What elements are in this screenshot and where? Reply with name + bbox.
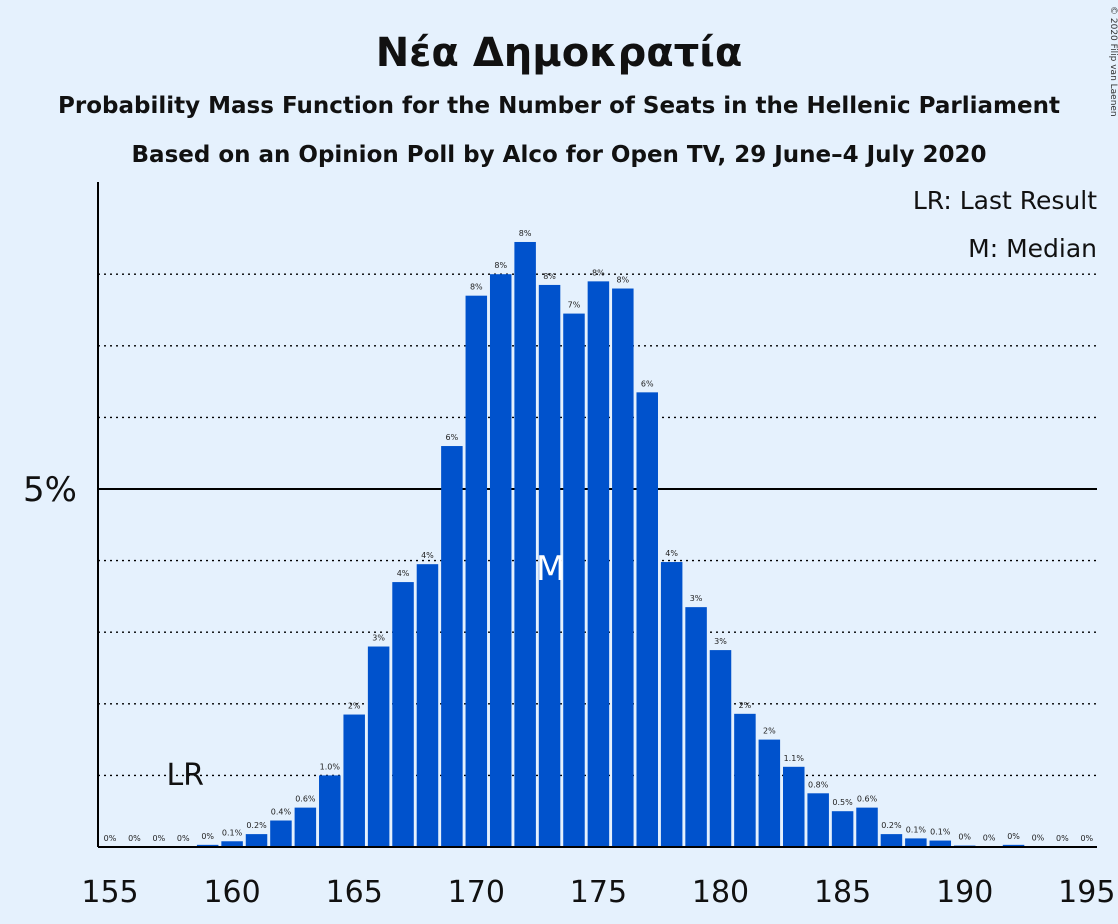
bar-166 bbox=[367, 646, 390, 847]
bar-168 bbox=[416, 564, 439, 847]
x-axis-ticks: 155 160 165 170 175 180 185 190 195 bbox=[81, 875, 1115, 910]
chart-title: Νέα Δημοκρατία bbox=[376, 30, 743, 76]
chart-subtitle: Probability Mass Function for the Number… bbox=[58, 93, 1060, 119]
bar-164 bbox=[319, 775, 341, 847]
copyright-note: © 2020 Filip van Laenen bbox=[1108, 6, 1118, 117]
data-label-168: 4% bbox=[421, 551, 434, 560]
x-tick-label-180: 180 bbox=[692, 875, 749, 910]
data-label-158: 0% bbox=[177, 834, 190, 843]
data-label-162: 0.4% bbox=[271, 808, 292, 817]
bar-series bbox=[196, 241, 1049, 848]
data-label-183: 1.1% bbox=[784, 754, 805, 763]
x-tick-label-195: 195 bbox=[1058, 875, 1115, 910]
data-label-169: 6% bbox=[446, 433, 459, 442]
data-label-160: 0.1% bbox=[222, 828, 243, 837]
data-label-186: 0.6% bbox=[857, 795, 878, 804]
y-tick-label: 5% bbox=[23, 470, 77, 510]
bar-160 bbox=[221, 841, 243, 847]
data-label-176: 8% bbox=[616, 276, 629, 285]
x-tick-label-170: 170 bbox=[448, 875, 505, 910]
data-label-178: 4% bbox=[665, 549, 678, 558]
data-label-188: 0.1% bbox=[906, 825, 927, 834]
bar-159 bbox=[196, 844, 219, 847]
bar-162 bbox=[270, 820, 292, 847]
data-label-195: 0% bbox=[1080, 834, 1093, 843]
data-label-173: 8% bbox=[543, 272, 556, 281]
data-label-185: 0.5% bbox=[832, 798, 853, 807]
data-label-187: 0.2% bbox=[881, 821, 902, 830]
bar-175 bbox=[587, 281, 610, 847]
data-label-167: 4% bbox=[397, 569, 410, 578]
data-label-191: 0% bbox=[983, 833, 996, 842]
bar-179 bbox=[685, 607, 707, 847]
bar-192 bbox=[1002, 844, 1025, 847]
bar-171 bbox=[489, 274, 512, 847]
data-label-194: 0% bbox=[1056, 834, 1069, 843]
data-labels: 0% 0% 0% 0% 0% 0.1%0.2%0.4%0.6%1.0%2%3%4%4%6%… bbox=[104, 229, 1094, 843]
data-label-159: 0% bbox=[201, 832, 214, 841]
data-label-182: 2% bbox=[763, 727, 776, 736]
legend-median: M: Median bbox=[968, 234, 1097, 263]
bar-187 bbox=[880, 834, 903, 847]
median-marker: M bbox=[536, 549, 565, 589]
data-label-174: 7% bbox=[568, 301, 581, 310]
bar-170 bbox=[465, 295, 488, 847]
bar-185 bbox=[831, 811, 854, 847]
legend-last-result: LR: Last Result bbox=[913, 186, 1097, 215]
data-label-163: 0.6% bbox=[295, 795, 316, 804]
x-tick-label-155: 155 bbox=[81, 875, 138, 910]
bar-161 bbox=[245, 834, 268, 847]
data-label-164: 1.0% bbox=[320, 762, 341, 771]
chart-subtitle-poll: Based on an Opinion Poll by Alco for Ope… bbox=[132, 142, 987, 168]
bar-188 bbox=[905, 838, 927, 847]
bar-172 bbox=[514, 241, 536, 848]
bar-178 bbox=[660, 562, 683, 847]
data-label-190: 0% bbox=[958, 833, 971, 842]
x-tick-label-185: 185 bbox=[814, 875, 871, 910]
data-label-181: 2% bbox=[739, 701, 752, 710]
data-label-172: 8% bbox=[519, 229, 532, 238]
bar-182 bbox=[758, 739, 781, 847]
data-label-175: 8% bbox=[592, 268, 605, 277]
data-label-180: 3% bbox=[714, 637, 727, 646]
data-label-157: 0% bbox=[152, 834, 165, 843]
data-label-192: 0% bbox=[1007, 832, 1020, 841]
data-label-156: 0% bbox=[128, 834, 141, 843]
axes bbox=[97, 182, 1097, 848]
bar-183 bbox=[783, 766, 805, 847]
data-label-170: 8% bbox=[470, 283, 483, 292]
data-label-179: 3% bbox=[690, 594, 703, 603]
data-label-161: 0.2% bbox=[246, 821, 267, 830]
bar-181 bbox=[734, 713, 756, 847]
data-label-171: 8% bbox=[494, 261, 507, 270]
data-label-184: 0.8% bbox=[808, 780, 829, 789]
bar-180 bbox=[709, 650, 732, 847]
data-label-165: 2% bbox=[348, 702, 361, 711]
x-tick-label-165: 165 bbox=[326, 875, 383, 910]
data-label-189: 0.1% bbox=[930, 828, 951, 837]
bar-173 bbox=[538, 284, 561, 847]
bar-189 bbox=[929, 840, 952, 847]
bar-174 bbox=[563, 313, 585, 848]
data-label-155: 0% bbox=[104, 834, 117, 843]
data-label-193: 0% bbox=[1032, 834, 1045, 843]
data-label-177: 6% bbox=[641, 379, 654, 388]
bar-177 bbox=[636, 392, 658, 847]
data-label-166: 3% bbox=[372, 634, 385, 643]
bar-163 bbox=[294, 807, 317, 847]
bar-184 bbox=[807, 793, 829, 847]
x-tick-label-160: 160 bbox=[203, 875, 260, 910]
bar-176 bbox=[612, 288, 634, 847]
last-result-marker: LR bbox=[166, 758, 204, 793]
bar-186 bbox=[856, 807, 878, 847]
bar-167 bbox=[392, 582, 414, 847]
bar-165 bbox=[343, 714, 365, 847]
bar-169 bbox=[441, 446, 463, 847]
x-tick-label-190: 190 bbox=[936, 875, 993, 910]
x-tick-label-175: 175 bbox=[570, 875, 627, 910]
